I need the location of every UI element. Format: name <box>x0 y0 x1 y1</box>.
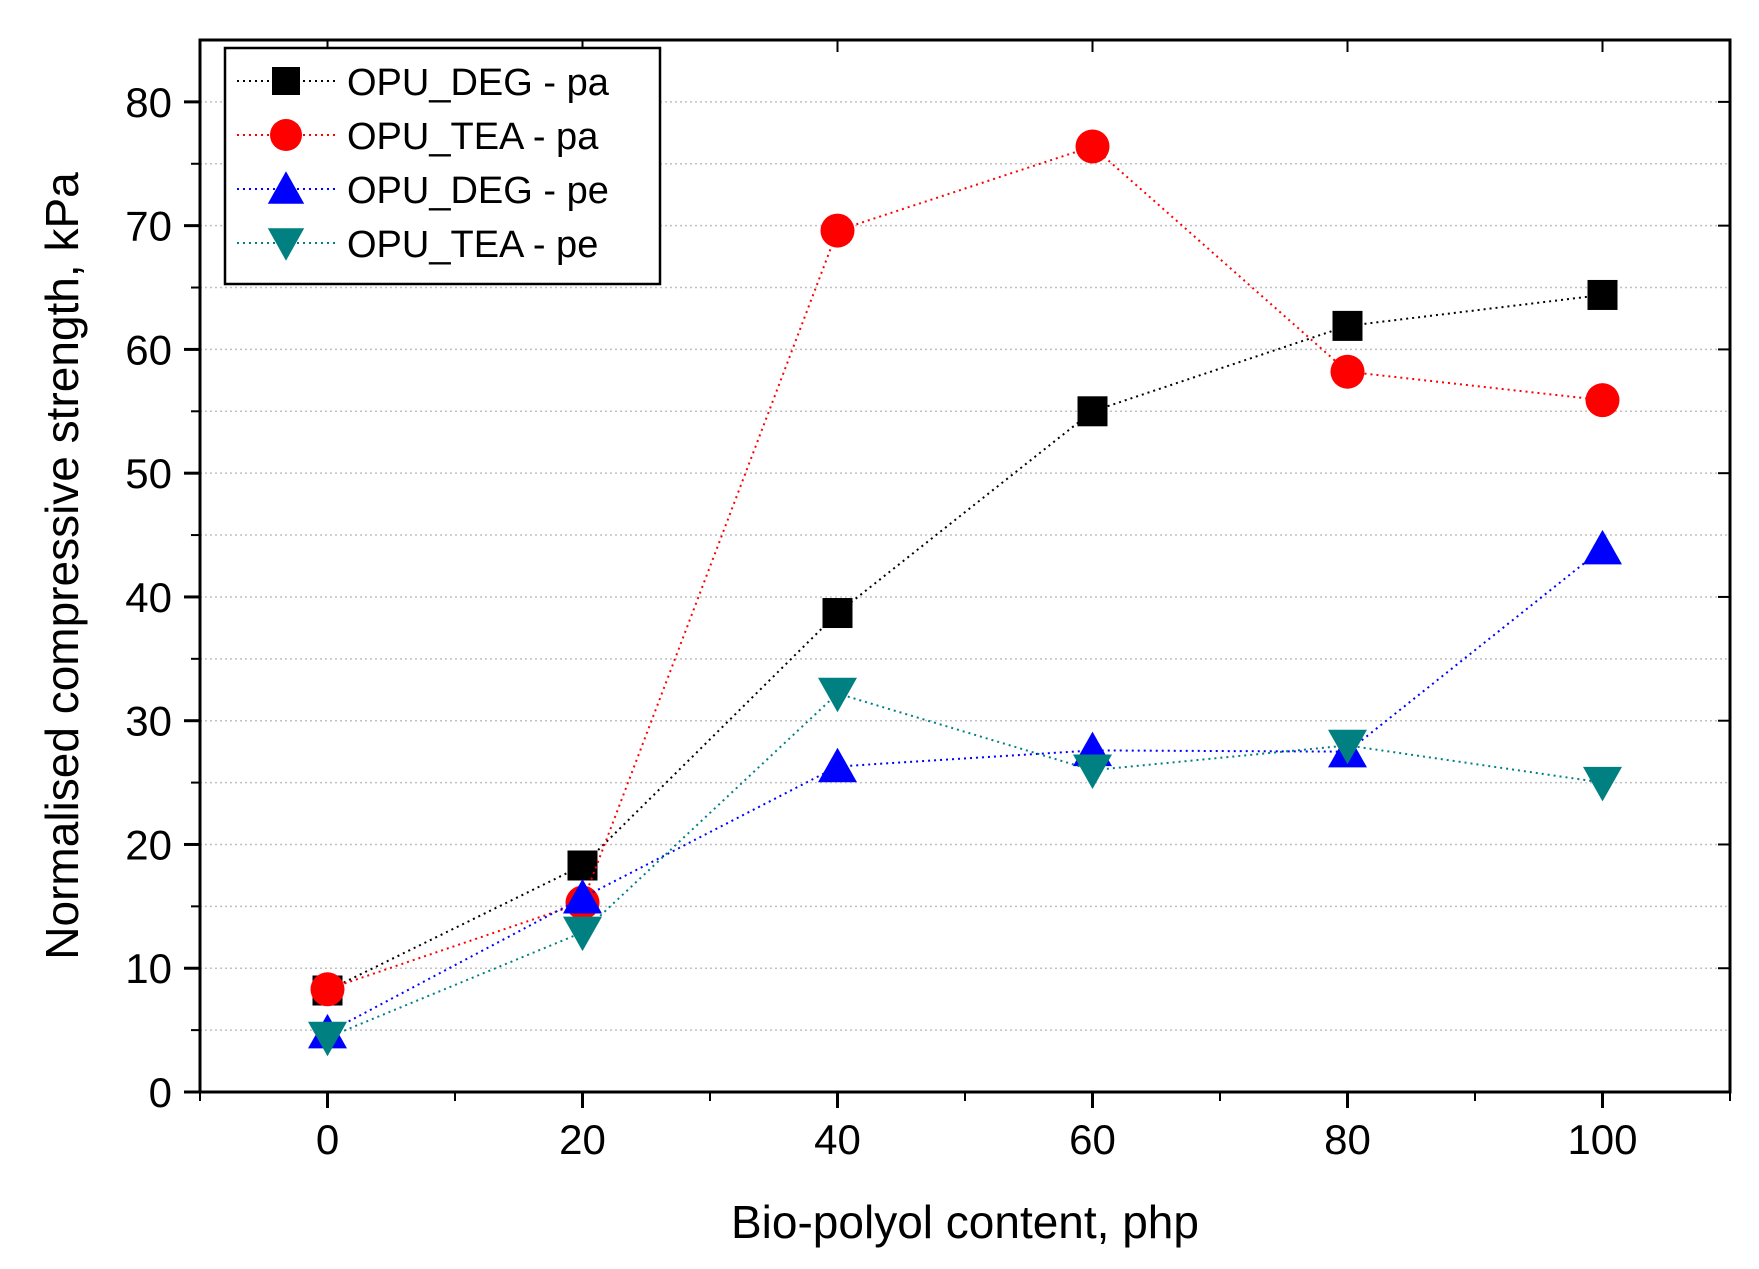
y-tick-label: 70 <box>125 203 172 250</box>
x-tick-label: 40 <box>814 1116 861 1163</box>
series-opu-deg-pe <box>308 529 1622 1049</box>
x-tick-label: 80 <box>1324 1116 1371 1163</box>
data-point <box>567 850 598 881</box>
legend-items: OPU_DEG - pa OPU_TEA - pa OPU_DEG - pe OPU_… <box>237 62 610 266</box>
data-point <box>818 747 857 783</box>
data-point <box>820 213 855 248</box>
legend-label: OPU_DEG - pa <box>347 62 610 104</box>
legend-item: OPU_TEA - pe <box>237 224 598 266</box>
series-opu-tea-pe <box>308 677 1622 1057</box>
y-tick-label: 50 <box>125 450 172 497</box>
data-point <box>818 677 857 713</box>
legend-label: OPU_TEA - pa <box>347 116 599 158</box>
y-tick-label: 40 <box>125 574 172 621</box>
x-tick-label: 100 <box>1567 1116 1637 1163</box>
data-point <box>1073 754 1112 789</box>
data-point <box>563 916 602 952</box>
series-layer <box>308 129 1622 1057</box>
legend-marker <box>272 67 300 95</box>
grid-layer <box>200 101 1730 1031</box>
y-tick-label: 30 <box>125 698 172 745</box>
legend-item: OPU_DEG - pa <box>237 62 610 104</box>
legend-item: OPU_TEA - pa <box>237 116 599 158</box>
legend-item: OPU_DEG - pe <box>237 170 609 212</box>
series-line <box>327 293 1603 992</box>
y-tick-label: 20 <box>125 821 172 868</box>
data-point <box>1332 310 1363 341</box>
legend-marker <box>267 171 305 204</box>
data-point <box>1075 129 1110 164</box>
series-line <box>327 145 1603 991</box>
y-tick-label: 10 <box>125 945 172 992</box>
data-point <box>1583 529 1622 565</box>
legend-marker <box>270 119 302 151</box>
legend: OPU_DEG - pa OPU_TEA - pa OPU_DEG - pe OPU_… <box>223 46 662 286</box>
y-tick-label: 0 <box>149 1069 172 1116</box>
data-point <box>1583 766 1622 802</box>
legend-label: OPU_DEG - pe <box>347 170 609 212</box>
data-point <box>563 878 602 914</box>
y-tick-label: 60 <box>125 326 172 373</box>
x-axis-title: Bio-polyol content, php <box>731 1196 1199 1248</box>
series-opu-deg-pa <box>312 279 1618 1006</box>
y-axis-title: Normalised compressive strength, kPa <box>36 172 88 960</box>
y-tick-label: 80 <box>125 79 172 126</box>
data-point <box>1587 279 1618 310</box>
x-tick-label: 60 <box>1069 1116 1116 1163</box>
data-point <box>1330 354 1365 389</box>
series-line <box>327 692 1603 1039</box>
data-point <box>1585 383 1620 418</box>
x-tick-label: 0 <box>316 1116 339 1163</box>
tick-layer: 0 20 40 60 80 100 0 10 20 30 40 50 60 70 80 <box>125 40 1731 1163</box>
x-tick-label: 20 <box>559 1116 606 1163</box>
legend-label: OPU_TEA - pe <box>347 224 598 266</box>
data-point <box>1077 396 1108 427</box>
series-line <box>327 547 1604 1034</box>
data-point <box>310 972 345 1007</box>
data-point <box>1328 729 1367 765</box>
data-point <box>308 1021 347 1057</box>
legend-marker <box>267 228 305 261</box>
data-point <box>822 598 853 629</box>
